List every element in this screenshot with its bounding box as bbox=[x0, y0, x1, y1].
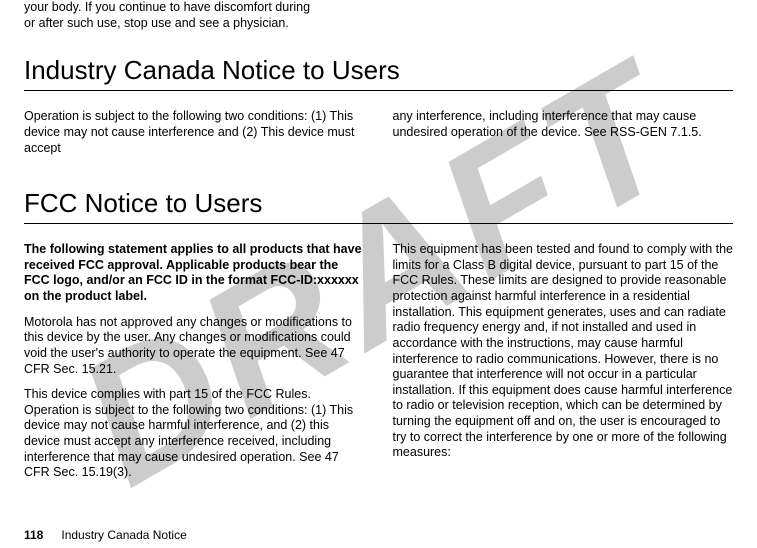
page-number: 118 bbox=[24, 528, 43, 542]
section2-rule bbox=[24, 223, 733, 224]
section2-columns: The following statement applies to all p… bbox=[24, 242, 733, 491]
intro-fragment: your body. If you continue to have disco… bbox=[24, 0, 324, 31]
section1-title: Industry Canada Notice to Users bbox=[24, 55, 733, 86]
page-footer: 118 Industry Canada Notice bbox=[24, 528, 187, 542]
section1-col2-text: any interference, including interference… bbox=[393, 109, 734, 140]
section1-rule bbox=[24, 90, 733, 91]
section2-col2: This equipment has been tested and found… bbox=[393, 242, 734, 491]
section1-col1: Operation is subject to the following tw… bbox=[24, 109, 365, 166]
section2-col1-p3: This device complies with part 15 of the… bbox=[24, 387, 365, 481]
section1-col2: any interference, including interference… bbox=[393, 109, 734, 166]
section2-col1-p1: The following statement applies to all p… bbox=[24, 242, 365, 305]
section2-col1-p2: Motorola has not approved any changes or… bbox=[24, 315, 365, 378]
section1-columns: Operation is subject to the following tw… bbox=[24, 109, 733, 166]
section2-title: FCC Notice to Users bbox=[24, 188, 733, 219]
running-head: Industry Canada Notice bbox=[61, 528, 186, 542]
section2-col1: The following statement applies to all p… bbox=[24, 242, 365, 491]
page-content: your body. If you continue to have disco… bbox=[0, 0, 757, 548]
section1-col1-text: Operation is subject to the following tw… bbox=[24, 109, 365, 156]
section2-col2-p1: This equipment has been tested and found… bbox=[393, 242, 734, 461]
